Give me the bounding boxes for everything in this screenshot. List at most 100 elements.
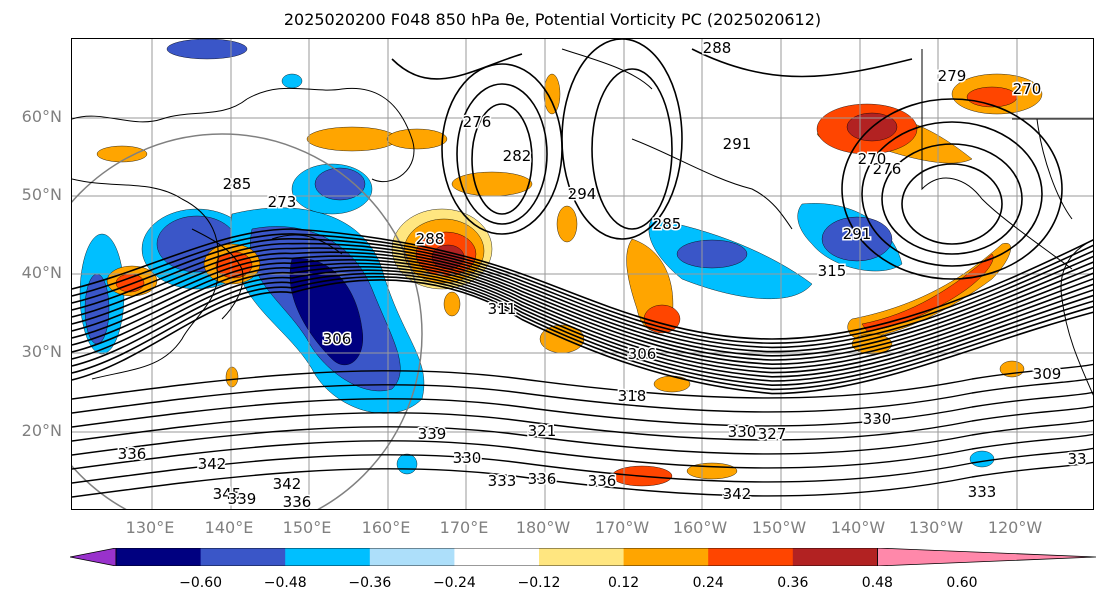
contour-label: 291 — [843, 225, 872, 243]
pv-shading — [396, 453, 418, 475]
theta-e-contour — [72, 391, 1093, 428]
pv-shading — [166, 39, 248, 60]
lon-label: 150°E — [282, 518, 332, 537]
lon-label: 160°W — [672, 518, 728, 537]
contour-label: 342 — [723, 485, 752, 503]
chart-title: 2025020200 F048 850 hPa θe, Potential Vo… — [283, 10, 822, 29]
pv-shading — [386, 128, 448, 150]
coastline — [921, 49, 1073, 270]
map-plot-area: 288 279 270 276 282 291 276 270 273 285 288 294 285 2… — [71, 38, 1094, 510]
pv-shading — [115, 273, 145, 293]
theta-e-contour — [391, 53, 523, 80]
colorbar-tick-label: −0.60 — [179, 575, 223, 591]
coastline — [246, 87, 415, 183]
colorbar-tick-label: −0.48 — [263, 575, 307, 591]
contour-label: 336 — [283, 493, 312, 510]
contour-label: 336 — [528, 470, 557, 488]
lon-label: 160°E — [361, 518, 411, 537]
colorbar-segment — [200, 548, 286, 566]
contour-label: 273 — [268, 193, 297, 211]
contour-label: 339 — [418, 425, 447, 443]
contour-label-layer: 2882792702762822912762702732852882942852… — [116, 39, 1088, 510]
theta-e-contour — [841, 98, 1063, 280]
lon-label: 180°W — [515, 518, 571, 537]
contour-label: 276 — [463, 113, 492, 131]
pv-shading — [543, 73, 561, 115]
colorbar-extend-high — [877, 548, 1096, 566]
contour-label: 294 — [568, 185, 597, 203]
theta-e-contour — [72, 363, 1093, 400]
colorbar-tick-label: 0.12 — [608, 575, 640, 591]
theta-e-contour — [561, 39, 683, 240]
lat-label: 40°N — [21, 263, 62, 282]
lon-label: 140°W — [830, 518, 886, 537]
contour-label: 342 — [198, 455, 227, 473]
colorbar-tick-label: 0.24 — [692, 575, 724, 591]
lon-label: 150°W — [751, 518, 807, 537]
contour-label: 318 — [618, 387, 647, 405]
theta-e-contour — [72, 279, 1093, 395]
lat-label: 60°N — [21, 107, 62, 126]
theta-e-contour — [72, 262, 1093, 374]
colorbar-segment — [454, 548, 540, 566]
colorbar-segment — [792, 548, 878, 566]
coastline — [561, 48, 653, 90]
theta-e-contour — [72, 269, 1093, 382]
theta-e-contour — [72, 233, 1093, 345]
contour-label: 339 — [228, 490, 257, 508]
theta-e-contour — [72, 266, 1093, 378]
contour-label: 288 — [416, 230, 445, 248]
contour-label: 327 — [758, 425, 787, 443]
pv-shading — [969, 450, 995, 468]
pv-shading — [676, 239, 748, 269]
contour-label: 315 — [818, 262, 847, 280]
colorbar-extend-low — [70, 548, 117, 566]
contour-label: 333 — [488, 472, 517, 490]
theta-e-contour — [72, 433, 1093, 470]
pv-shading — [281, 73, 303, 89]
contour-label: 321 — [528, 422, 557, 440]
contour-label: 311 — [488, 300, 517, 318]
contour-label: 330 — [728, 423, 757, 441]
coastline — [72, 98, 248, 123]
lon-label: 130°W — [908, 518, 964, 537]
colorbar-outline — [115, 548, 878, 566]
contour-label: 279 — [938, 67, 967, 85]
contour-label: 270 — [858, 150, 887, 168]
contour-label: 333 — [968, 483, 997, 501]
theta-e-contour — [72, 247, 1093, 357]
range-ring — [72, 133, 423, 509]
theta-e-contour — [591, 68, 673, 230]
theta-e-contour — [72, 461, 1093, 498]
contour-label: 330 — [453, 449, 482, 467]
theta-e-contour — [456, 83, 548, 225]
coastline — [631, 138, 793, 230]
contour-label: 33 — [1067, 450, 1086, 468]
theta-e-contour — [72, 255, 1093, 366]
theta-e-contour — [72, 251, 1093, 361]
theta-e-contour — [901, 163, 1003, 245]
coastline — [1036, 118, 1073, 220]
colorbar-segment — [285, 548, 371, 566]
theta-e-contour — [72, 237, 1093, 349]
pv-shading — [314, 167, 366, 201]
pv-shading — [821, 216, 893, 262]
pv-shading — [290, 258, 363, 365]
map-svg: 2882792702762822912762702732852882942852… — [72, 39, 1093, 510]
colorbar-tick-label: −0.24 — [432, 575, 476, 591]
lon-label: 170°E — [439, 518, 489, 537]
lon-label: 130°E — [125, 518, 175, 537]
theta-e-contour — [861, 121, 1043, 267]
coastline — [271, 234, 343, 255]
colorbar-tick-label: −0.12 — [517, 575, 561, 591]
contour-label: 306 — [628, 345, 657, 363]
lat-label: 30°N — [21, 342, 62, 361]
colorbar — [70, 548, 1096, 566]
pv-shading — [443, 291, 461, 317]
lon-label: 140°E — [204, 518, 254, 537]
theta-e-contour — [72, 377, 1093, 414]
contour-label: 282 — [503, 147, 532, 165]
theta-e-contour — [72, 405, 1093, 442]
contour-label: 285 — [223, 175, 252, 193]
contour-label: 342 — [273, 475, 302, 493]
